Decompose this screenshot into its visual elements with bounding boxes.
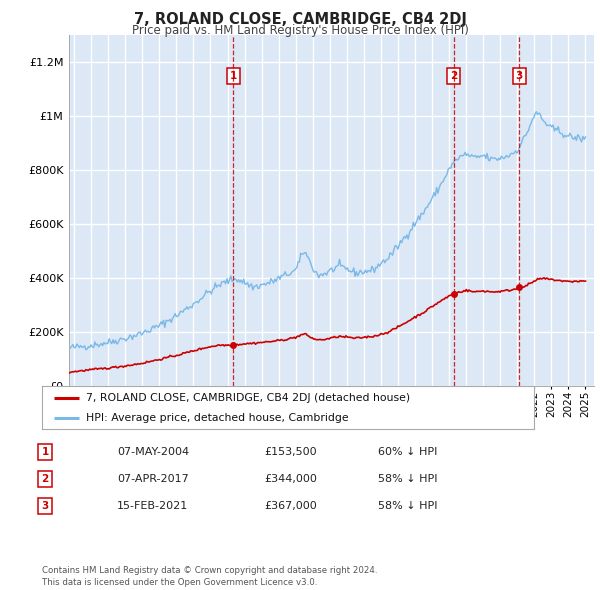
Text: HPI: Average price, detached house, Cambridge: HPI: Average price, detached house, Camb… [86, 414, 349, 423]
Text: 15-FEB-2021: 15-FEB-2021 [117, 502, 188, 511]
Text: 58% ↓ HPI: 58% ↓ HPI [378, 474, 437, 484]
Text: 1: 1 [230, 71, 237, 81]
Text: 58% ↓ HPI: 58% ↓ HPI [378, 502, 437, 511]
Text: 1: 1 [41, 447, 49, 457]
Text: 3: 3 [41, 502, 49, 511]
Text: Price paid vs. HM Land Registry's House Price Index (HPI): Price paid vs. HM Land Registry's House … [131, 24, 469, 37]
Text: 3: 3 [516, 71, 523, 81]
Text: 07-MAY-2004: 07-MAY-2004 [117, 447, 189, 457]
Text: Contains HM Land Registry data © Crown copyright and database right 2024.
This d: Contains HM Land Registry data © Crown c… [42, 566, 377, 587]
Text: £153,500: £153,500 [264, 447, 317, 457]
Text: 7, ROLAND CLOSE, CAMBRIDGE, CB4 2DJ (detached house): 7, ROLAND CLOSE, CAMBRIDGE, CB4 2DJ (det… [86, 394, 410, 404]
Text: 2: 2 [41, 474, 49, 484]
Text: £367,000: £367,000 [264, 502, 317, 511]
Text: £344,000: £344,000 [264, 474, 317, 484]
Text: 07-APR-2017: 07-APR-2017 [117, 474, 189, 484]
Text: 2: 2 [450, 71, 457, 81]
Text: 60% ↓ HPI: 60% ↓ HPI [378, 447, 437, 457]
Text: 7, ROLAND CLOSE, CAMBRIDGE, CB4 2DJ: 7, ROLAND CLOSE, CAMBRIDGE, CB4 2DJ [134, 12, 466, 27]
